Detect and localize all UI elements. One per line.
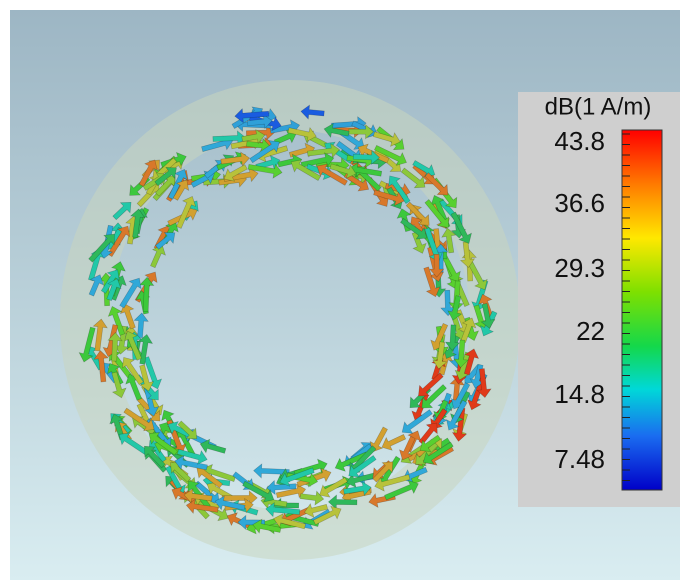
- colorbar-tick-label: 36.6: [554, 188, 605, 218]
- colorbar-tick-label: 7.48: [554, 444, 605, 474]
- colorbar: dB(1 A/m) 43.8 36.6 29.3 22 14.8 7.48: [518, 92, 680, 507]
- colorbar-title: dB(1 A/m): [545, 93, 652, 120]
- field-plot-screenshot: dB(1 A/m) 43.8 36.6 29.3 22 14.8 7.48: [0, 0, 683, 586]
- colorbar-tick-label: 43.8: [554, 126, 605, 156]
- colorbar-scale: [622, 130, 662, 490]
- colorbar-tick-label: 29.3: [554, 253, 605, 283]
- colorbar-tick-label: 22: [576, 316, 605, 346]
- colorbar-tick-label: 14.8: [554, 379, 605, 409]
